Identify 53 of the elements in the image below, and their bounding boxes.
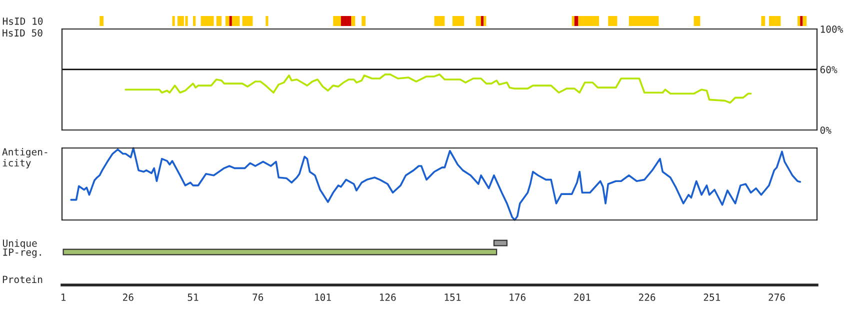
bar	[798, 16, 800, 26]
bar	[177, 16, 184, 26]
x-tick-label: 176	[510, 294, 526, 301]
bar	[172, 16, 175, 26]
bar	[572, 16, 574, 26]
x-tick-label: 126	[380, 294, 396, 301]
x-tick-label: 251	[704, 294, 720, 301]
bar	[484, 16, 486, 26]
bar	[476, 16, 482, 26]
x-tick-label: 26	[123, 294, 134, 301]
x-tick-label: 201	[574, 294, 590, 301]
bar	[800, 16, 803, 26]
bar	[574, 16, 578, 26]
bar	[232, 16, 240, 26]
x-tick-label: 276	[768, 294, 785, 301]
bar	[694, 16, 700, 26]
y-tick-label: 100%	[820, 26, 844, 33]
bar	[434, 16, 445, 26]
y-tick-label: IP-reg.	[3, 248, 41, 258]
line-series	[124, 74, 752, 104]
bar	[769, 16, 781, 26]
bar	[333, 16, 341, 26]
x-tick-label: 1	[62, 294, 66, 301]
bar	[216, 16, 222, 26]
y-axis-title: HsID 50	[2, 29, 42, 37]
bar	[229, 16, 232, 26]
x-tick-label: 151	[444, 294, 461, 301]
bar	[200, 16, 214, 26]
bar	[242, 16, 253, 26]
bar	[351, 16, 356, 26]
bar	[362, 16, 366, 26]
bar	[452, 16, 464, 26]
y-tick-label: Unique	[2, 239, 37, 249]
bar	[225, 16, 230, 26]
bar	[266, 16, 268, 26]
bar	[100, 16, 104, 26]
y-axis-title: Antigen- icity	[2, 148, 48, 168]
x-tick-label: 226	[639, 294, 656, 301]
bar	[193, 16, 196, 26]
y-tick-label: 60%	[820, 66, 838, 74]
bar	[481, 16, 484, 26]
x-tick-label: 101	[315, 294, 331, 301]
bar	[761, 16, 766, 26]
x-axis-title: Protein	[2, 276, 42, 284]
bar	[802, 16, 807, 26]
x-tick-label: 76	[252, 294, 264, 301]
bar	[628, 16, 659, 26]
y-tick-label: 0%	[820, 126, 832, 134]
y-tick-label: HsID 10	[2, 18, 43, 25]
bar	[578, 16, 600, 26]
bar	[340, 16, 352, 26]
bar	[608, 16, 618, 26]
x-tick-label: 51	[188, 294, 198, 301]
